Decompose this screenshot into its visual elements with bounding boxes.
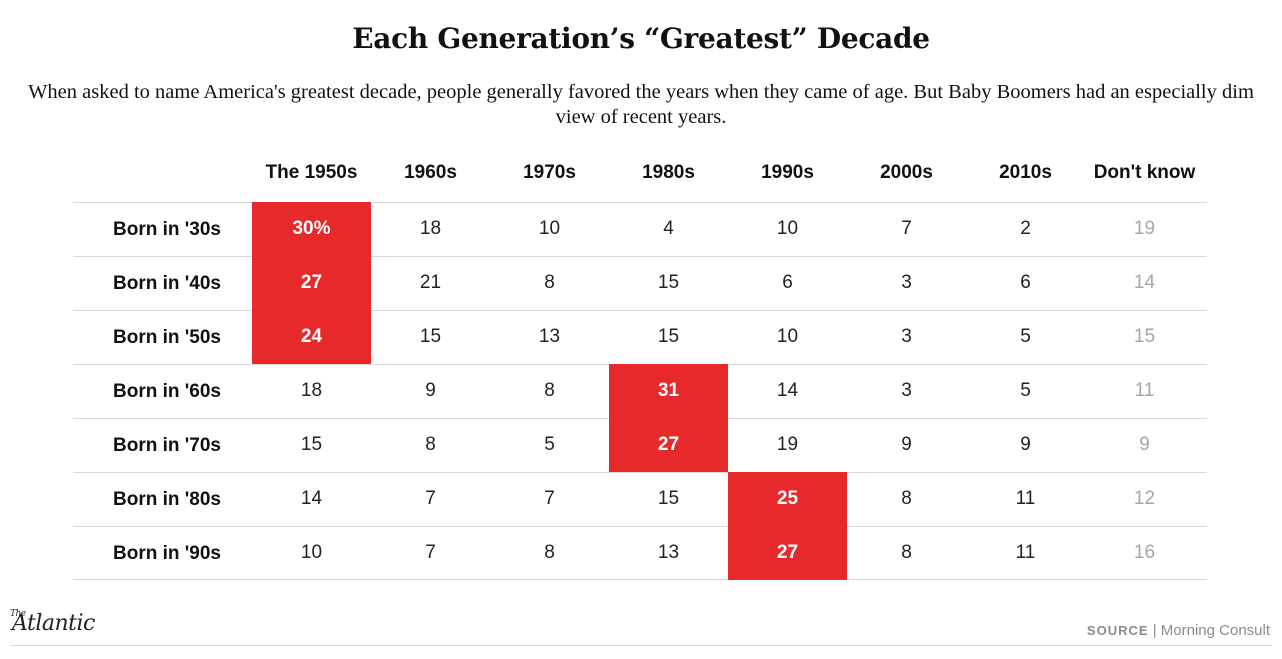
highlighted-cell: 30% — [252, 202, 371, 256]
table-row: Born in '40s 27 21 8 15 6 3 6 14 — [73, 256, 1207, 310]
column-header: 1970s — [523, 162, 576, 183]
column-header: The 1950s — [265, 162, 358, 183]
chart-subtitle: When asked to name America's greatest de… — [28, 81, 1254, 128]
table-cell: 12 — [1133, 488, 1156, 509]
row-label: Born in '60s — [113, 381, 221, 402]
column-header: 1980s — [642, 162, 695, 183]
table-cell: 15 — [657, 488, 680, 509]
table-cell: 10 — [776, 326, 799, 347]
table-row: Born in '30s 30% 18 10 4 10 7 2 19 — [73, 202, 1207, 256]
table-cell: 4 — [663, 218, 674, 239]
table-cell: 5 — [1020, 380, 1031, 401]
table-row: Born in '70s 15 8 5 27 19 9 9 9 — [73, 418, 1207, 472]
row-label: Born in '90s — [113, 543, 221, 564]
table-cell: 8 — [544, 542, 555, 563]
table-cell: 9 — [901, 434, 912, 455]
table-cell: 16 — [1133, 542, 1156, 563]
table-cell: 8 — [544, 380, 555, 401]
chart-title: Each Generation’s “Greatest” Decade — [352, 22, 930, 55]
source-label: SOURCE — [1086, 623, 1149, 638]
table-cell: 13 — [538, 326, 561, 347]
table-cell: 11 — [1134, 380, 1155, 401]
table-cell: 10 — [776, 218, 799, 239]
table-cell: 21 — [419, 272, 442, 293]
table-cell: 9 — [1139, 434, 1150, 455]
table-cell: 14 — [776, 380, 799, 401]
table-body: Born in '30s 30% 18 10 4 10 7 2 19 Born in '40s 27… — [73, 202, 1207, 580]
table-cell: 3 — [901, 326, 912, 347]
table-cell: 18 — [419, 218, 442, 239]
highlighted-cell: 25 — [728, 472, 847, 526]
column-header: 1960s — [404, 162, 457, 183]
source-credit: SOURCE | Morning Consult — [1087, 622, 1270, 639]
table-cell: 8 — [544, 272, 555, 293]
table-cell: 8 — [901, 542, 912, 563]
table-cell: 8 — [901, 488, 912, 509]
row-label: Born in '50s — [113, 327, 221, 348]
table-cell: 14 — [300, 488, 323, 509]
table-cell: 18 — [300, 380, 323, 401]
row-label: Born in '80s — [113, 489, 221, 510]
table-cell: 5 — [1020, 326, 1031, 347]
column-header: Don't know — [1093, 162, 1196, 183]
table-cell: 2 — [1020, 218, 1031, 239]
column-header: 1990s — [761, 162, 814, 183]
table-row: Born in '90s 10 7 8 13 27 8 11 16 — [73, 526, 1207, 580]
table-cell: 19 — [776, 434, 799, 455]
table-cell: 9 — [425, 380, 436, 401]
table-cell: 14 — [1133, 272, 1156, 293]
table-cell: 11 — [1015, 488, 1036, 509]
table-header-row: The 1950s 1960s 1970s 1980s 1990s 2000s 2010s D… — [73, 148, 1207, 202]
row-label: Born in '40s — [113, 273, 221, 294]
table-cell: 7 — [544, 488, 555, 509]
table-cell: 10 — [538, 218, 561, 239]
table-cell: 15 — [300, 434, 323, 455]
column-header: 2010s — [999, 162, 1052, 183]
table-cell: 7 — [425, 542, 436, 563]
table-cell: 19 — [1133, 218, 1156, 239]
table-cell: 3 — [901, 272, 912, 293]
highlighted-cell: 31 — [609, 364, 728, 418]
footer-divider — [10, 645, 1272, 646]
logo-the: The — [10, 609, 26, 619]
the-atlantic-logo: The Atlantic — [10, 609, 95, 636]
table-cell: 8 — [425, 434, 436, 455]
table-row: Born in '80s 14 7 7 15 25 8 11 12 — [73, 472, 1207, 526]
highlighted-cell: 27 — [609, 418, 728, 472]
decade-table: The 1950s 1960s 1970s 1980s 1990s 2000s 2010s D… — [73, 148, 1207, 580]
table-row: Born in '60s 18 9 8 31 14 3 5 11 — [73, 364, 1207, 418]
highlighted-cell: 27 — [252, 256, 371, 310]
table-row: Born in '50s 24 15 13 15 10 3 5 15 — [73, 310, 1207, 364]
table-cell: 5 — [544, 434, 555, 455]
column-header: 2000s — [880, 162, 933, 183]
table-cell: 13 — [657, 542, 680, 563]
table-cell: 7 — [425, 488, 436, 509]
table-cell: 15 — [657, 326, 680, 347]
table-cell: 11 — [1015, 542, 1036, 563]
table-cell: 15 — [657, 272, 680, 293]
row-label: Born in '30s — [113, 219, 221, 240]
row-label: Born in '70s — [113, 435, 221, 456]
table-cell: 6 — [782, 272, 793, 293]
table-cell: 10 — [300, 542, 323, 563]
table-cell: 3 — [901, 380, 912, 401]
highlighted-cell: 24 — [252, 310, 371, 364]
highlighted-cell: 27 — [728, 526, 847, 580]
table-cell: 7 — [901, 218, 912, 239]
table-cell: 6 — [1020, 272, 1031, 293]
table-cell: 15 — [1133, 326, 1156, 347]
source-separator: | — [1152, 622, 1157, 639]
table-cell: 15 — [419, 326, 442, 347]
table-cell: 9 — [1020, 434, 1031, 455]
logo-name: Atlantic — [12, 611, 95, 636]
source-name: Morning Consult — [1160, 622, 1270, 639]
